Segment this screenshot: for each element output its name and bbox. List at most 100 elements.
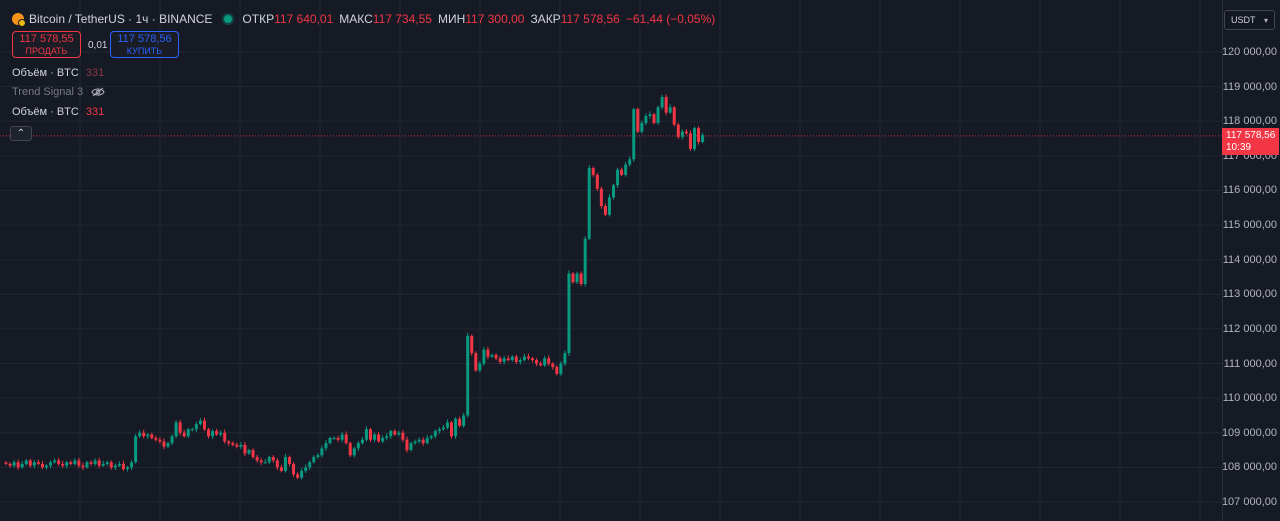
ohlc-open-key: ОТКР — [242, 12, 275, 26]
candle-body — [292, 463, 296, 475]
candle-body — [668, 107, 672, 113]
candle-body — [97, 460, 101, 466]
candle-body — [644, 116, 648, 123]
price-tick-label: 116 000,00 — [1222, 184, 1277, 197]
bar-countdown: 10:39 — [1226, 141, 1252, 153]
indicator-volume-2[interactable]: Объём · BTC 331 — [12, 106, 104, 118]
chart-area[interactable] — [0, 0, 1222, 521]
candle-body — [89, 462, 93, 464]
candle-body — [194, 424, 198, 430]
candle-body — [433, 431, 437, 437]
candle-body — [356, 443, 360, 449]
candle-body — [535, 360, 539, 364]
price-tick-label: 115 000,00 — [1222, 219, 1277, 232]
price-tick-label: 118 000,00 — [1222, 115, 1277, 128]
candle-body — [393, 431, 397, 435]
candle-body — [632, 109, 636, 160]
indicator-value: 331 — [85, 106, 105, 118]
candle-body — [494, 354, 498, 359]
candle-body — [130, 462, 134, 468]
candle-body — [579, 273, 583, 284]
candle-body — [308, 462, 312, 468]
candle-body — [616, 169, 620, 186]
candle-body — [526, 356, 530, 359]
indicator-trend-signal[interactable]: Trend Signal 3 — [12, 86, 105, 98]
candle-body — [636, 109, 640, 132]
candle-body — [571, 273, 575, 283]
candle-body — [207, 429, 210, 437]
ohlc-high-key: МАКС — [339, 12, 373, 26]
candle-body — [348, 443, 352, 456]
candle-body — [340, 434, 344, 440]
candle-body — [57, 460, 61, 464]
indicator-name: Trend Signal 3 — [12, 86, 84, 98]
candle-body — [12, 462, 16, 466]
chevron-up-icon: ⌃ — [16, 128, 26, 139]
ohlc-close-key: ЗАКР — [530, 12, 561, 26]
candle-body — [697, 128, 701, 142]
symbol-title[interactable]: Bitcoin / TetherUS · 1ч · BINANCE — [29, 12, 213, 26]
candle-body — [482, 349, 486, 364]
candle-body — [458, 418, 462, 426]
eye-off-icon[interactable] — [91, 87, 105, 97]
candle-body — [401, 432, 405, 440]
candle-body — [660, 97, 664, 108]
candle-body — [466, 335, 470, 416]
spread-value: 0,01 — [88, 40, 108, 51]
collapse-legend-button[interactable]: ⌃ — [10, 126, 32, 141]
candle-body — [701, 135, 705, 142]
candlestick-chart[interactable] — [0, 0, 1222, 521]
candle-body — [61, 463, 65, 466]
candle-body — [522, 356, 526, 361]
candle-body — [259, 460, 263, 463]
candle-body — [583, 238, 587, 284]
candle-body — [227, 441, 231, 444]
symbol-legend: Bitcoin / TetherUS · 1ч · BINANCE ОТКР 1… — [12, 12, 715, 27]
candle-body — [24, 460, 28, 464]
candle-body — [409, 443, 413, 451]
buy-button[interactable]: 117 578,56 КУПИТЬ — [110, 31, 179, 58]
bitcoin-icon — [12, 13, 26, 27]
candle-body — [198, 420, 202, 425]
candle-body — [539, 363, 543, 366]
candle-body — [117, 463, 121, 466]
candle-body — [182, 432, 186, 437]
currency-select[interactable]: USDT ▾ — [1224, 10, 1275, 30]
candle-body — [587, 167, 591, 239]
candle-body — [628, 159, 632, 165]
candle-body — [377, 434, 381, 442]
candle-body — [478, 363, 482, 371]
candle-body — [316, 455, 320, 457]
candle-body — [40, 463, 44, 468]
candle-body — [441, 427, 445, 430]
candle-body — [612, 185, 615, 198]
candle-body — [551, 363, 555, 367]
indicator-volume-1[interactable]: Объём · BTC 331 — [12, 67, 104, 79]
candle-body — [53, 460, 57, 463]
candle-body — [360, 439, 364, 444]
candle-body — [328, 437, 332, 444]
market-open-dot-icon — [224, 15, 233, 23]
candle-body — [300, 470, 304, 478]
candle-body — [332, 437, 336, 439]
candle-body — [231, 443, 235, 445]
candle-body — [166, 443, 170, 447]
candle-body — [49, 462, 53, 466]
candle-body — [454, 418, 458, 437]
candle-body — [283, 457, 287, 471]
candle-body — [267, 457, 271, 463]
candle-body — [312, 457, 316, 463]
price-scale[interactable]: 120 000,00 119 000,00 118 000,00 117 000,00… — [1222, 0, 1280, 521]
candle-body — [109, 462, 113, 468]
candle-body — [543, 358, 547, 366]
candle-body — [352, 448, 356, 456]
sell-button[interactable]: 117 578,55 ПРОДАТЬ — [12, 31, 81, 58]
candle-body — [603, 206, 607, 215]
candle-body — [417, 439, 421, 442]
candle-body — [223, 432, 227, 442]
candle-body — [462, 415, 466, 426]
candle-body — [73, 460, 77, 464]
candle-body — [150, 434, 154, 438]
candle-body — [624, 164, 628, 175]
candle-body — [28, 460, 32, 466]
